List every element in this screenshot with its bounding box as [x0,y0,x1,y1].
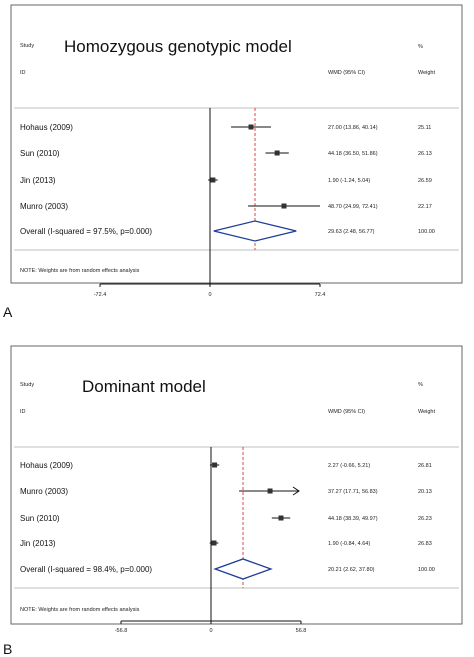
point-estimate [248,124,254,130]
x-tick-label: 72.4 [315,292,326,298]
panel-letter: A [3,304,13,320]
study-weight: 26.59 [418,178,432,184]
overall-diamond [213,558,273,580]
panel-frame [10,4,463,284]
x-tick-label: -72.4 [94,292,107,298]
header-study: Study [20,43,34,49]
footnote: NOTE: Weights are from random effects an… [20,607,140,613]
header-weight: Weight [418,70,435,76]
study-rows: Hohaus (2009) 27.00 (13.86, 40.14) 25.11 Su… [14,107,459,287]
x-tick-label: -56.8 [115,628,128,634]
study-label: Sun (2010) [20,514,60,523]
header-id: ID [20,409,26,415]
overall-diamond [213,220,297,242]
footnote: NOTE: Weights are from random effects an… [20,268,140,274]
x-tick-label: 56.8 [296,628,307,634]
overall-weight: 100.00 [418,567,435,573]
panel-b: Study Dominant model % ID WMD (95% CI) W… [3,345,463,657]
header-weight: Weight [418,409,435,415]
point-estimate [281,203,287,209]
study-label: Munro (2003) [20,487,68,496]
chart-title: Homozygous genotypic model [64,37,292,56]
study-rows: Hohaus (2009) 2.27 (-0.66, 5.21) 26.81 Munr… [14,446,459,624]
panel-letter: B [3,641,12,657]
study-label: Hohaus (2009) [20,123,73,132]
header-percent: % [418,44,423,50]
header-percent: % [418,382,423,388]
point-estimate [278,515,284,521]
x-tick-label: 0 [208,292,211,298]
study-weight: 25.11 [418,125,431,131]
header-id: ID [20,70,26,76]
overall-ci-text: 29.63 (2.48, 56.77) [328,229,375,235]
study-label: Munro (2003) [20,202,68,211]
header-wmd: WMD (95% CI) [328,70,365,76]
header-wmd: WMD (95% CI) [328,409,365,415]
study-weight: 26.13 [418,151,432,157]
study-label: Jin (2013) [20,176,56,185]
study-ci-text: 2.27 (-0.66, 5.21) [328,463,370,469]
study-weight: 26.83 [418,541,432,547]
point-estimate [274,150,280,156]
ci-arrow [292,486,300,496]
study-ci-text: 1.90 (-1.24, 5.04) [328,178,370,184]
study-weight: 26.23 [418,516,432,522]
header-study: Study [20,382,34,388]
study-label: Jin (2013) [20,539,56,548]
study-weight: 26.81 [418,463,432,469]
study-ci-text: 1.90 (-0.84, 4.64) [328,541,370,547]
panel-a: Study Homozygous genotypic model % ID WM… [3,4,463,320]
overall-label: Overall (I-squared = 98.4%, p=0.000) [20,565,152,574]
study-ci-text: 44.18 (38.39, 49.97) [328,516,378,522]
point-estimate [212,462,218,468]
overall-label: Overall (I-squared = 97.5%, p=0.000) [20,227,152,236]
study-label: Hohaus (2009) [20,461,73,470]
panel-frame [10,345,463,625]
overall-weight: 100.00 [418,229,435,235]
overall-ci-text: 20.21 (2.62, 37.80) [328,567,375,573]
point-estimate [267,488,273,494]
study-ci-text: 44.18 (36.50, 51.86) [328,151,378,157]
study-ci-text: 48.70 (24.99, 72.41) [328,204,378,210]
chart-title: Dominant model [82,377,206,396]
study-weight: 22.17 [418,204,432,210]
study-weight: 20.13 [418,489,432,495]
study-ci-text: 37.27 (17.71, 56.83) [328,489,378,495]
point-estimate [211,540,217,546]
study-ci-text: 27.00 (13.86, 40.14) [328,125,378,131]
point-estimate [210,177,216,183]
x-tick-label: 0 [209,628,212,634]
study-label: Sun (2010) [20,149,60,158]
